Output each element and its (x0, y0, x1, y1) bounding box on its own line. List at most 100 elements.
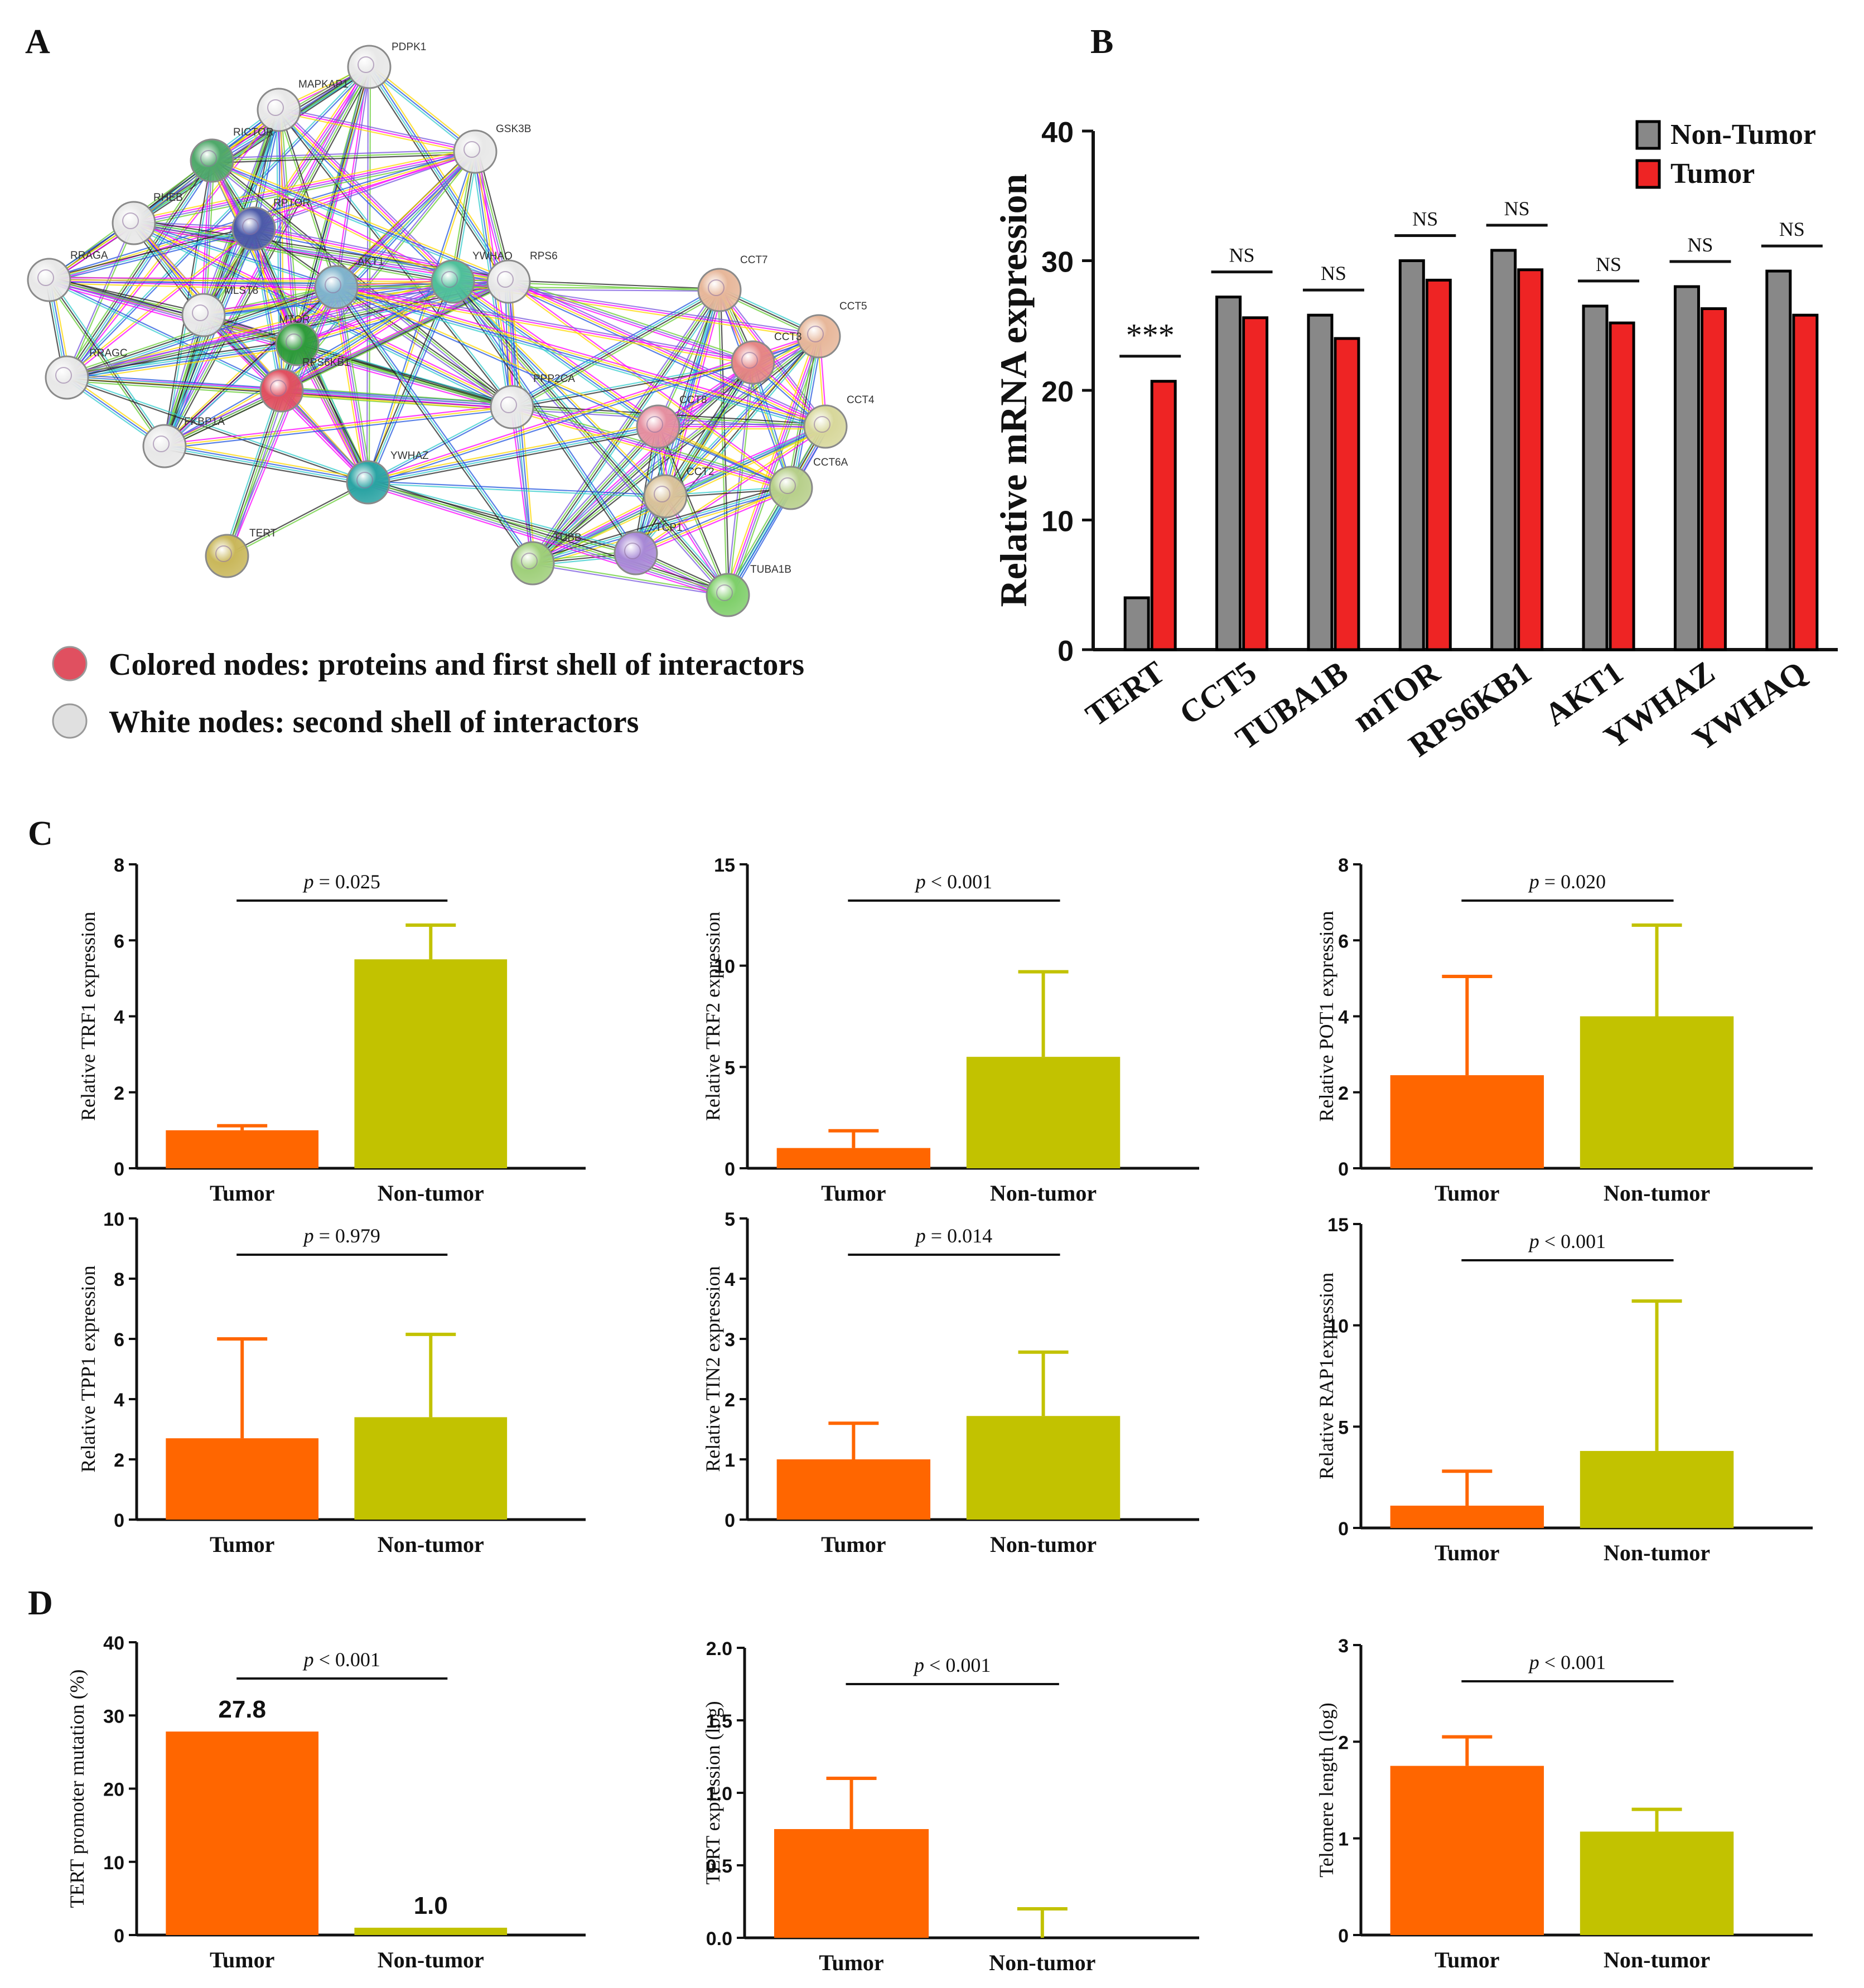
bar-tumor (166, 1438, 319, 1520)
y-tick-label: 2 (1338, 1732, 1349, 1753)
network-edge (297, 283, 510, 347)
y-tick-label: 15 (1327, 1215, 1349, 1236)
network-edge (508, 282, 719, 292)
network-edge (368, 480, 666, 496)
legend-swatch-non-tumor (1635, 120, 1661, 150)
y-axis-title: TERT expression (log) (702, 1701, 724, 1884)
network-edge (49, 230, 255, 283)
network-edge (509, 280, 792, 488)
node-protein-glyph (270, 380, 287, 396)
bar-tumor (166, 1731, 319, 1935)
network-edge (297, 343, 513, 408)
chart-trf1: 0 2 4 6 8 Relative TRF1 expression Tumor Non-tu… (77, 855, 586, 1206)
y-tick-label: 40 (103, 1633, 124, 1654)
y-axis-title: Relative TRF2 expression (702, 912, 724, 1121)
pvalue-text: p = 0.014 (914, 1225, 992, 1247)
node-label-ppp2ca: PPP2CA (533, 373, 575, 385)
chart-tin2: 0 1 2 3 4 5 Relative TIN2 expression Tumor Non-t… (702, 1209, 1199, 1557)
y-tick-label: 1.0 (706, 1783, 732, 1805)
node-cct6a (769, 466, 813, 510)
pvalue-symbol: p (1528, 1230, 1539, 1252)
network-edge (534, 364, 756, 567)
network-edge (279, 107, 476, 151)
significance-label: NS (1687, 234, 1713, 256)
y-tick-label: 10 (714, 956, 735, 978)
y-tick-label: 0.0 (706, 1928, 732, 1950)
node-protein-glyph (55, 367, 72, 384)
node-protein-glyph (153, 436, 170, 452)
pvalue-text: p < 0.001 (914, 870, 992, 893)
y-tick-label: 0 (114, 1159, 124, 1180)
node-protein-glyph (192, 304, 209, 321)
y-tick-label: 20 (1041, 376, 1074, 408)
network-edge (336, 287, 825, 428)
bar-non-tumor (354, 1927, 508, 1935)
network-edge (336, 286, 754, 364)
bar-non-tumor-mtor (1398, 259, 1425, 651)
y-tick-label: 5 (725, 1209, 735, 1230)
node-label-rptor: RPTOR (273, 197, 310, 209)
pvalue-text: p < 0.001 (1528, 1651, 1606, 1673)
network-edge (65, 222, 134, 378)
node-gsk3b (453, 129, 498, 174)
network-edge (132, 223, 368, 484)
node-protein-glyph (716, 584, 733, 601)
network-edge (508, 280, 754, 364)
node-protein-glyph (807, 326, 824, 342)
legend-label-tumor: Tumor (1670, 158, 1755, 190)
node-mlst8 (181, 293, 226, 337)
node-tcp1 (614, 531, 658, 575)
network-edge (282, 388, 513, 407)
network-edge (67, 346, 298, 382)
network-edge (164, 406, 513, 447)
node-label-cct3: CCT3 (774, 331, 802, 343)
network-edge (165, 408, 513, 449)
pvalue-symbol: p (302, 1225, 314, 1247)
node-rheb (112, 201, 156, 245)
network-edge (49, 282, 336, 292)
node-protein-glyph (200, 150, 217, 167)
network-edge (529, 287, 717, 562)
pvalue-symbol: p (914, 870, 926, 893)
y-tick-label: 15 (714, 855, 735, 876)
network-edge (367, 68, 475, 154)
network-edge (278, 109, 476, 153)
network-edge (163, 286, 336, 446)
panel-label-b: B (1090, 23, 1113, 61)
protein-interaction-network: PDPK1 MAPKAP1 GSK3B RICTOR RHEB RPTOR RRAGA MLS… (27, 41, 875, 617)
network-edge (452, 282, 658, 428)
node-protein-glyph (708, 279, 725, 296)
y-tick-label: 0 (1338, 1926, 1349, 1947)
bar-non-tumor (354, 959, 508, 1168)
network-edge (369, 66, 476, 152)
network-edge (366, 485, 727, 599)
pvalue-symbol: p (1528, 1651, 1539, 1673)
y-tick-label: 6 (1338, 931, 1349, 952)
network-edge (450, 282, 635, 555)
y-tick-label: 4 (1338, 1007, 1349, 1028)
pvalue-text: p = 0.025 (302, 870, 380, 893)
node-label-rheb: RHEB (153, 192, 183, 204)
network-legend: Colored nodes: proteins and first shell … (52, 646, 804, 739)
network-edge (451, 282, 665, 498)
y-tick-label: 6 (114, 1329, 124, 1351)
node-label-ywhaz: YWHAZ (390, 450, 429, 462)
network-edge (532, 495, 665, 563)
y-tick-label: 8 (114, 1269, 124, 1290)
network-edge (336, 288, 753, 366)
network-edge (368, 424, 658, 482)
network-edge (450, 284, 657, 430)
x-tick-label-non-tumor: Non-tumor (378, 1947, 484, 1972)
node-rps6kb1 (259, 368, 304, 413)
network-edge (67, 376, 369, 482)
network-edge (366, 151, 475, 482)
bar-non-tumor (1580, 1831, 1734, 1935)
x-tick-label-tumor: Tumor (1435, 1540, 1499, 1565)
bar-tumor-tuba1b (1334, 337, 1360, 651)
network-edge (336, 287, 370, 482)
y-tick-label: 0 (1338, 1518, 1349, 1540)
node-cct8 (636, 404, 680, 449)
bar-tumor (776, 1148, 931, 1168)
network-edge (367, 405, 512, 482)
